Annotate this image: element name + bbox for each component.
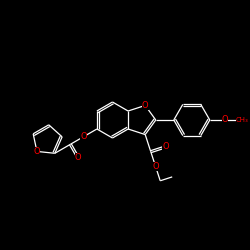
- Text: O: O: [152, 162, 159, 171]
- Text: CH₃: CH₃: [236, 117, 249, 123]
- Text: O: O: [142, 101, 148, 110]
- Text: O: O: [80, 132, 87, 141]
- Text: O: O: [34, 147, 40, 156]
- Text: O: O: [75, 153, 81, 162]
- Text: O: O: [222, 116, 228, 124]
- Text: O: O: [162, 142, 169, 152]
